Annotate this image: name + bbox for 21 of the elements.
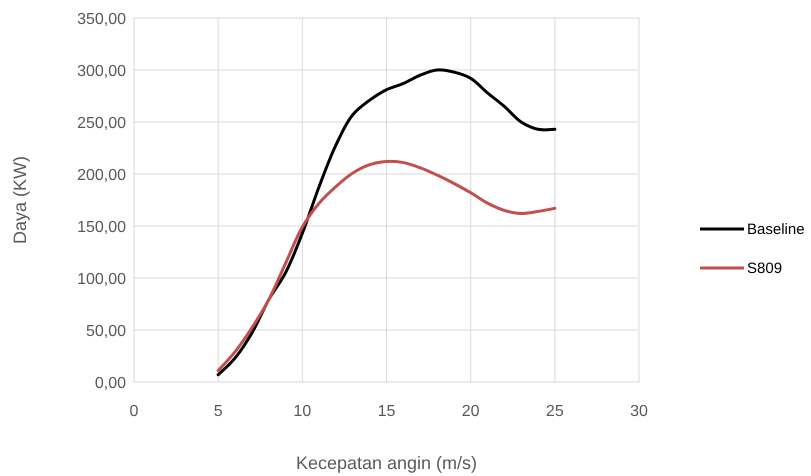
x-tick-label: 20 bbox=[462, 403, 480, 420]
y-tick-label: 300,00 bbox=[77, 63, 126, 80]
x-tick-label: 25 bbox=[546, 403, 564, 420]
y-axis-title: Daya (KW) bbox=[10, 156, 30, 244]
y-tick-label: 0,00 bbox=[94, 375, 126, 392]
line-series bbox=[216, 68, 556, 376]
y-tick-label: 150,00 bbox=[77, 219, 126, 236]
x-tick-label: 10 bbox=[293, 403, 312, 420]
x-axis-title: Kecepatan angin (m/s) bbox=[296, 453, 478, 473]
x-tick-label: 30 bbox=[630, 403, 648, 420]
y-tick-label: 250,00 bbox=[77, 115, 126, 132]
y-tick-label: 200,00 bbox=[77, 167, 126, 184]
legend-label: Baseline bbox=[747, 221, 805, 238]
y-tick-label: 100,00 bbox=[77, 271, 126, 288]
x-tick-label: 0 bbox=[130, 403, 139, 420]
x-tick-label: 15 bbox=[378, 403, 396, 420]
y-tick-label: 50,00 bbox=[86, 323, 126, 340]
line-series bbox=[216, 160, 556, 372]
x-tick-label: 5 bbox=[214, 403, 223, 420]
y-tick-label: 350,00 bbox=[77, 11, 126, 28]
legend-label: S809 bbox=[747, 260, 782, 277]
